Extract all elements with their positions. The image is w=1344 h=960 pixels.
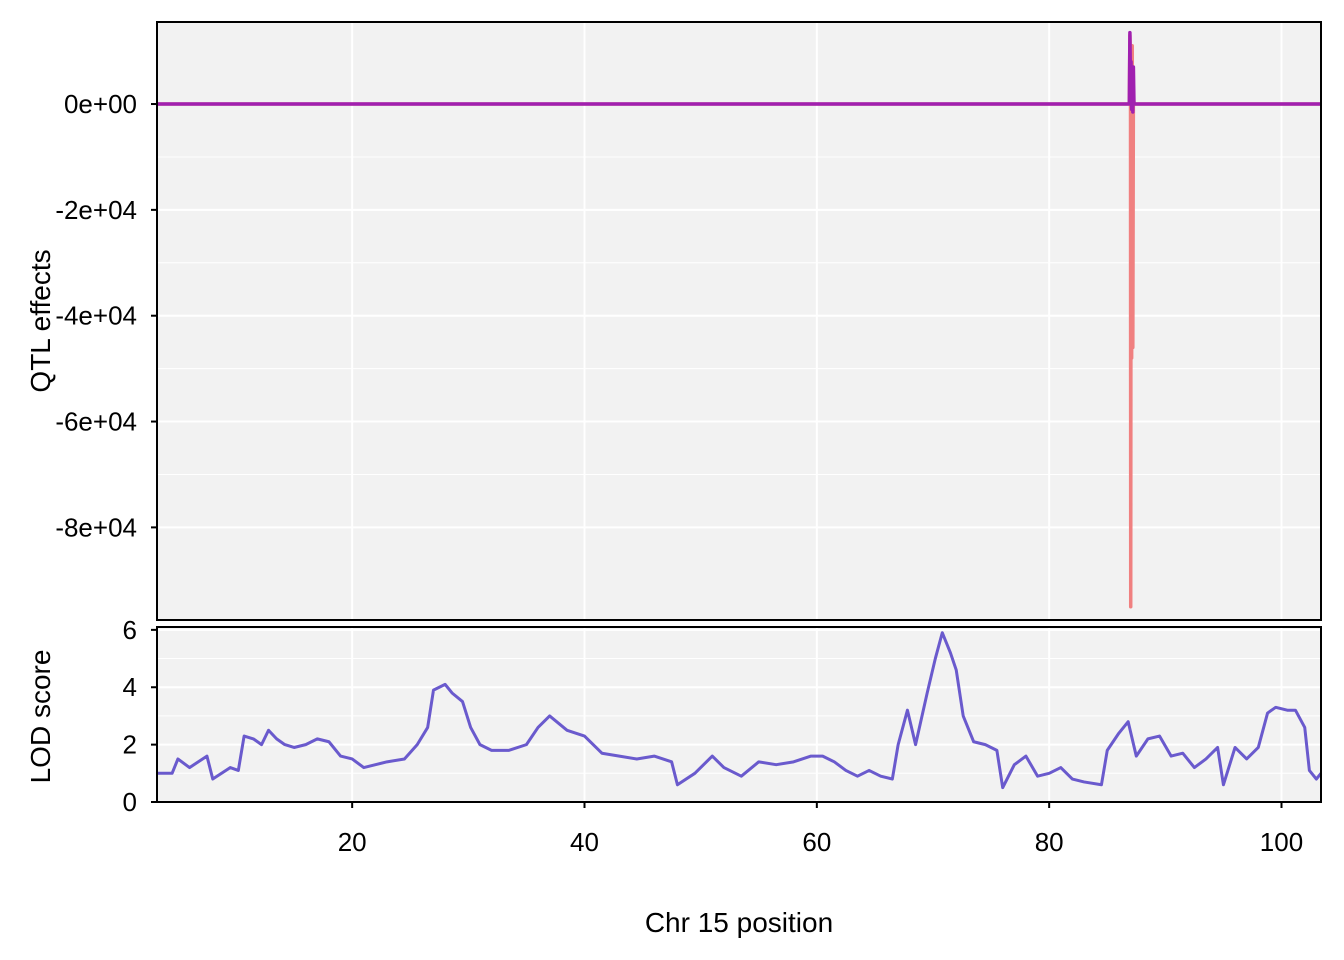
bottom-panel-border (156, 626, 1322, 803)
y-tick-label: -4e+04 (55, 301, 137, 331)
y-tick-label: 4 (123, 672, 137, 702)
top-y-axis-label: QTL effects (25, 249, 56, 392)
top-panel-border (156, 21, 1322, 621)
top-panel-background (157, 22, 1321, 620)
top-panel-series (157, 30, 1321, 609)
y-tick-label: -2e+04 (55, 195, 137, 225)
y-tick-label: 6 (123, 615, 137, 645)
bottom-panel-x-ticks: 20 40 60 80 100 (338, 802, 1303, 857)
bottom-panel: 0 2 4 6 20 40 60 80 100 LOD score Chr 15 positi… (25, 615, 1323, 938)
lod-series-line (157, 631, 1323, 790)
y-tick-label: -8e+04 (55, 512, 137, 542)
x-axis-label: Chr 15 position (645, 907, 833, 938)
y-tick-label: 2 (123, 730, 137, 760)
y-tick-label: 0e+00 (64, 89, 137, 119)
x-tick-label: 100 (1260, 827, 1303, 857)
y-tick-label: -6e+04 (55, 407, 137, 437)
x-tick-label: 40 (570, 827, 599, 857)
top-panel-y-ticks: 0e+00 -2e+04 -4e+04 -6e+04 -8e+04 (55, 89, 157, 542)
x-tick-label: 60 (802, 827, 831, 857)
bottom-panel-y-ticks: 0 2 4 6 (123, 615, 157, 817)
x-tick-label: 80 (1035, 827, 1064, 857)
y-tick-label: 0 (123, 787, 137, 817)
top-panel: 0e+00 -2e+04 -4e+04 -6e+04 -8e+04 QTL effect… (25, 21, 1322, 621)
x-tick-label: 20 (338, 827, 367, 857)
series-line-2 (157, 30, 1321, 114)
bottom-y-axis-label: LOD score (25, 650, 56, 784)
bottom-panel-series (157, 631, 1323, 790)
